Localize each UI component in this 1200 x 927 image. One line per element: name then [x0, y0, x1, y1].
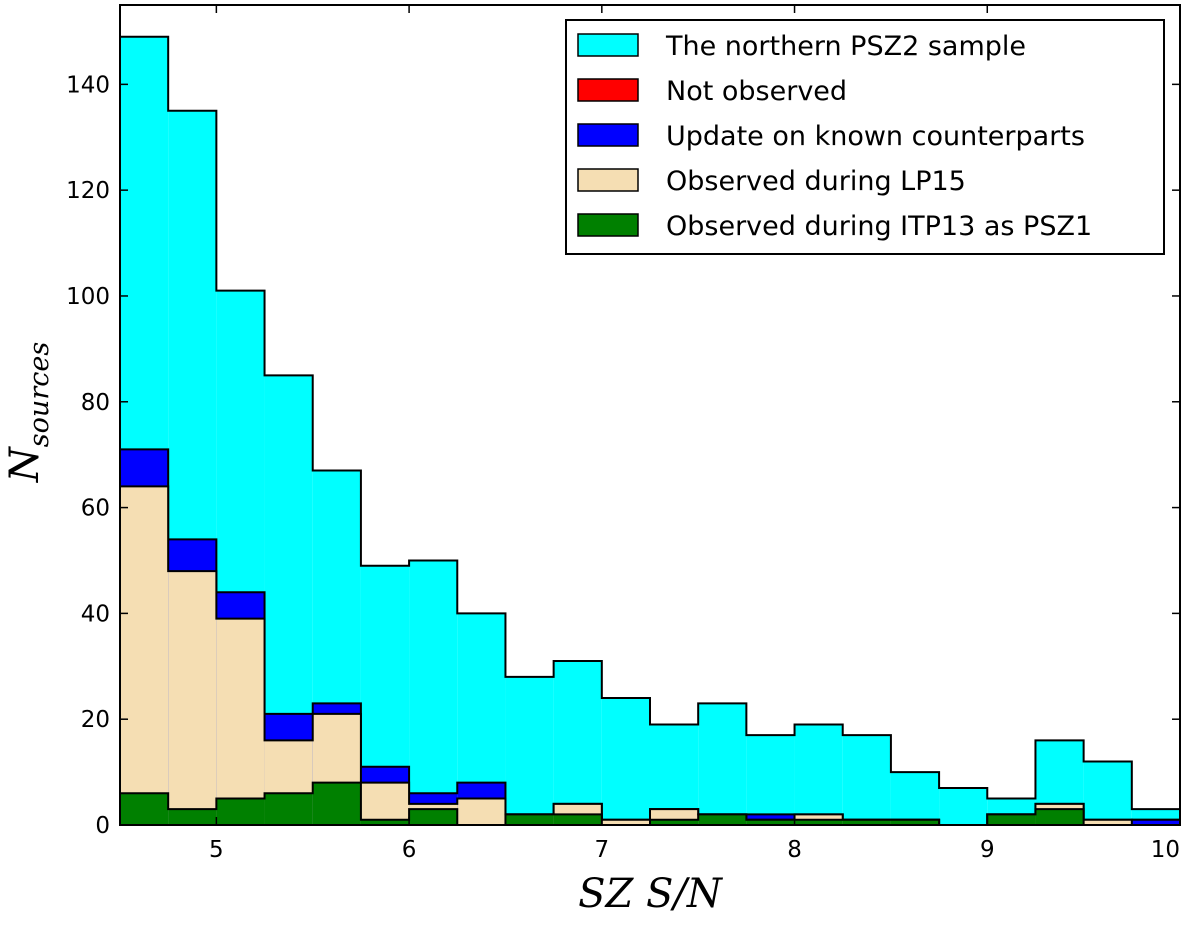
bar-series-3-bin-7	[457, 798, 506, 825]
legend-label: The northern PSZ2 sample	[665, 31, 1026, 62]
x-tick-label: 6	[402, 837, 417, 863]
histogram-bars	[119, 35, 1181, 826]
bar-series-3-bin-2	[216, 618, 265, 825]
y-tick-label: 60	[81, 496, 110, 522]
bar-series-4-bin-13	[746, 819, 795, 825]
bar-series-4-bin-2	[216, 798, 265, 825]
y-axis-label-sub: sources	[24, 342, 55, 447]
x-tick-label: 7	[594, 837, 609, 863]
bar-series-4-bin-19	[1035, 809, 1084, 825]
legend-label: Observed during LP15	[666, 166, 966, 197]
y-tick-label: 120	[66, 178, 110, 204]
legend-swatch	[577, 168, 639, 192]
bar-series-4-bin-4	[312, 782, 361, 825]
bar-series-4-bin-8	[505, 814, 554, 825]
legend: The northern PSZ2 sample Not observed Upda…	[565, 19, 1165, 255]
bar-series-4-bin-16	[890, 819, 940, 825]
legend-swatch	[577, 123, 639, 147]
y-tick-label: 140	[66, 72, 110, 98]
bar-series-3-bin-5	[360, 782, 410, 825]
x-axis-label: SZ S/N	[578, 871, 724, 917]
bar-series-4-bin-14	[794, 819, 843, 825]
bar-series-4-bin-0	[120, 793, 169, 825]
bar-series-0-bin-16	[890, 772, 940, 825]
legend-label: Update on known counterparts	[666, 121, 1085, 152]
bar-series-0-bin-15	[842, 735, 891, 825]
bar-series-0-bin-8	[505, 676, 554, 825]
legend-swatch	[577, 33, 639, 57]
bar-series-3-bin-1	[168, 571, 217, 825]
bar-series-0-bin-14	[794, 724, 843, 825]
bar-series-3-bin-10	[601, 819, 650, 825]
y-tick-label: 80	[81, 390, 110, 416]
legend-entry-4: Observed during ITP13 as PSZ1	[577, 211, 1092, 242]
bar-series-0-bin-6	[409, 560, 458, 825]
plot-frame	[119, 4, 1181, 826]
y-axis-label: Nsources	[2, 342, 55, 483]
bar-series-0-bin-12	[698, 703, 747, 825]
bar-series-2-bin-21	[1131, 819, 1180, 825]
bar-series-0-bin-10	[601, 698, 650, 825]
x-tick-label: 9	[980, 837, 995, 863]
legend-entry-3: Observed during LP15	[577, 166, 966, 197]
series-4	[119, 781, 1180, 826]
bar-series-3-bin-0	[120, 486, 169, 825]
bar-series-4-bin-3	[264, 793, 313, 825]
x-axis-label-text: SZ S/N	[578, 871, 724, 917]
legend-swatch	[577, 78, 639, 102]
legend-entries: The northern PSZ2 sample Not observed Upda…	[577, 31, 1092, 242]
x-tick-label: 10	[1151, 837, 1180, 863]
outline-series-0	[119, 35, 1181, 825]
legend-label: Observed during ITP13 as PSZ1	[666, 211, 1092, 242]
bar-series-4-bin-18	[987, 814, 1036, 825]
legend-label: Not observed	[666, 76, 847, 107]
bar-series-0-bin-17	[939, 787, 988, 825]
y-axis-label-main: N	[2, 445, 48, 483]
x-tick-label: 5	[209, 837, 224, 863]
bar-series-0-bin-9	[553, 661, 602, 825]
legend-swatch	[577, 213, 639, 237]
bar-series-4-bin-12	[698, 814, 747, 825]
bar-series-4-bin-1	[168, 809, 217, 825]
bar-series-4-bin-6	[409, 809, 458, 825]
x-tick-label: 8	[787, 837, 802, 863]
svg-text:Nsources: Nsources	[2, 342, 55, 483]
y-tick-label: 40	[81, 601, 110, 627]
bar-series-4-bin-11	[650, 819, 699, 825]
legend-frame	[565, 19, 1165, 255]
y-tick-label: 20	[81, 707, 110, 733]
bar-series-0-bin-13	[746, 735, 795, 825]
legend-entry-2: Update on known counterparts	[577, 121, 1085, 152]
bar-series-0-bin-20	[1083, 761, 1132, 825]
bar-series-4-bin-9	[553, 814, 602, 825]
bar-series-3-bin-20	[1083, 819, 1132, 825]
bar-series-4-bin-5	[360, 819, 410, 825]
legend-entry-1: Not observed	[577, 76, 847, 107]
legend-entry-0: The northern PSZ2 sample	[577, 31, 1026, 62]
y-tick-label: 0	[95, 813, 110, 839]
y-tick-label: 100	[66, 284, 110, 310]
bar-series-4-bin-15	[842, 819, 891, 825]
